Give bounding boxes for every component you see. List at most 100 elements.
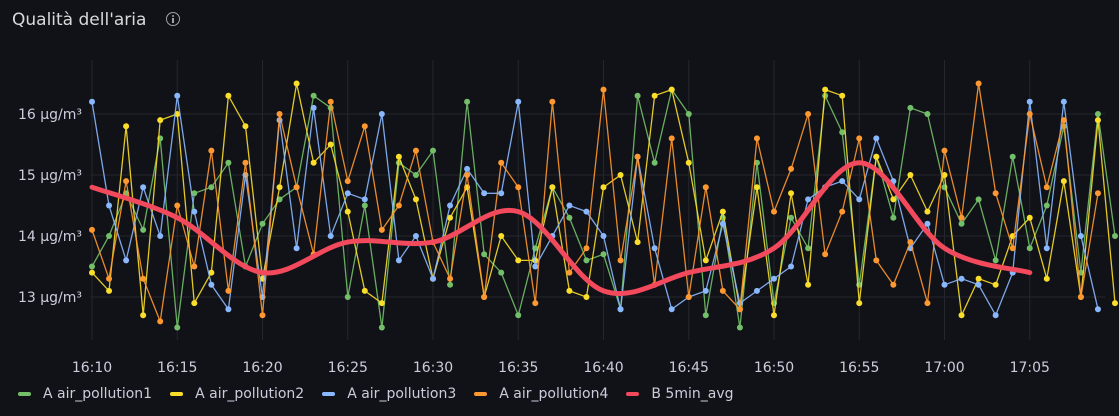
data-point — [805, 281, 812, 288]
legend-swatch — [18, 392, 31, 396]
data-point — [600, 86, 607, 93]
data-point — [515, 184, 522, 191]
data-point — [839, 178, 846, 185]
data-point — [157, 117, 164, 124]
data-point — [430, 147, 436, 154]
data-point — [685, 159, 692, 166]
data-point — [924, 111, 931, 117]
series-4 — [89, 80, 1101, 325]
legend-swatch — [170, 392, 184, 396]
data-point — [583, 257, 590, 264]
data-point — [481, 294, 488, 300]
legend-label: A air_pollution2 — [195, 386, 305, 402]
legend: A air_pollution1 A air_pollution2 A air_po… — [18, 386, 752, 402]
data-point — [702, 312, 709, 319]
legend-item[interactable]: A air_pollution4 — [474, 386, 608, 402]
data-point — [1043, 202, 1050, 209]
data-point — [856, 135, 863, 142]
x-tick-label: 16:15 — [157, 360, 197, 376]
data-point — [805, 245, 812, 252]
data-point — [378, 324, 385, 331]
data-point — [617, 306, 624, 313]
data-point — [293, 80, 300, 87]
data-point — [361, 287, 368, 294]
panel-title[interactable]: Qualità dell'aria — [12, 10, 147, 30]
data-point — [344, 178, 351, 185]
data-point — [873, 135, 880, 142]
data-point — [566, 287, 573, 294]
series-1 — [89, 86, 1118, 331]
data-point — [549, 98, 556, 105]
data-point — [225, 287, 232, 294]
legend-item[interactable]: A air_pollution1 — [18, 386, 152, 402]
legend-item[interactable]: B 5min_avg — [626, 386, 734, 402]
data-point — [634, 153, 641, 160]
data-point — [208, 269, 215, 276]
data-point — [566, 269, 573, 276]
x-tick-label: 16:35 — [498, 360, 538, 376]
data-point — [753, 135, 760, 142]
y-tick-label: 15 µg/m³ — [18, 168, 82, 184]
data-point — [498, 190, 505, 197]
data-point — [447, 281, 454, 288]
x-tick-label: 16:30 — [413, 360, 453, 376]
data-point — [1043, 184, 1050, 191]
data-point — [225, 159, 232, 166]
data-point — [702, 287, 709, 294]
data-point — [958, 312, 965, 319]
data-point — [464, 172, 471, 178]
data-point — [805, 111, 812, 117]
data-point — [890, 214, 897, 221]
info-icon[interactable] — [166, 12, 180, 26]
data-point — [225, 92, 232, 99]
data-point — [208, 147, 215, 154]
data-point — [515, 257, 522, 264]
data-point — [924, 300, 931, 307]
data-point — [975, 281, 982, 288]
data-point — [344, 294, 351, 300]
data-point — [140, 226, 147, 233]
legend-swatch — [626, 392, 640, 396]
legend-label: A air_pollution1 — [43, 386, 153, 402]
data-point — [566, 214, 573, 221]
data-point — [498, 159, 505, 166]
y-tick-label: 13 µg/m³ — [18, 290, 82, 306]
legend-swatch — [322, 392, 336, 396]
data-point — [361, 123, 368, 130]
data-point — [378, 300, 385, 307]
legend-swatch — [474, 392, 488, 396]
data-point — [378, 111, 385, 117]
data-point — [907, 104, 914, 111]
series-line — [91, 95, 1099, 317]
data-point — [788, 165, 795, 172]
data-point — [123, 123, 130, 130]
legend-item[interactable]: A air_pollution2 — [170, 386, 304, 402]
data-point — [839, 129, 846, 136]
data-point — [412, 147, 419, 154]
data-point — [293, 184, 300, 191]
data-point — [412, 196, 419, 203]
data-point — [958, 214, 965, 221]
data-point — [600, 184, 607, 191]
data-point — [788, 214, 795, 221]
data-point — [958, 275, 965, 282]
data-point — [634, 92, 641, 99]
data-point — [822, 86, 829, 93]
data-point — [651, 245, 658, 252]
data-point — [412, 172, 419, 178]
data-point — [600, 251, 607, 258]
data-point — [941, 281, 948, 288]
data-point — [651, 159, 658, 166]
x-tick-label: 16:25 — [328, 360, 368, 376]
data-point — [583, 245, 590, 252]
legend-item[interactable]: A air_pollution3 — [322, 386, 456, 402]
data-point — [890, 196, 897, 203]
grid — [90, 60, 1105, 340]
data-point — [481, 251, 488, 258]
data-point — [941, 147, 948, 154]
data-point — [123, 257, 130, 264]
data-point — [941, 172, 948, 178]
data-point — [856, 196, 863, 203]
x-tick-label: 16:40 — [583, 360, 623, 376]
data-point — [753, 159, 760, 166]
